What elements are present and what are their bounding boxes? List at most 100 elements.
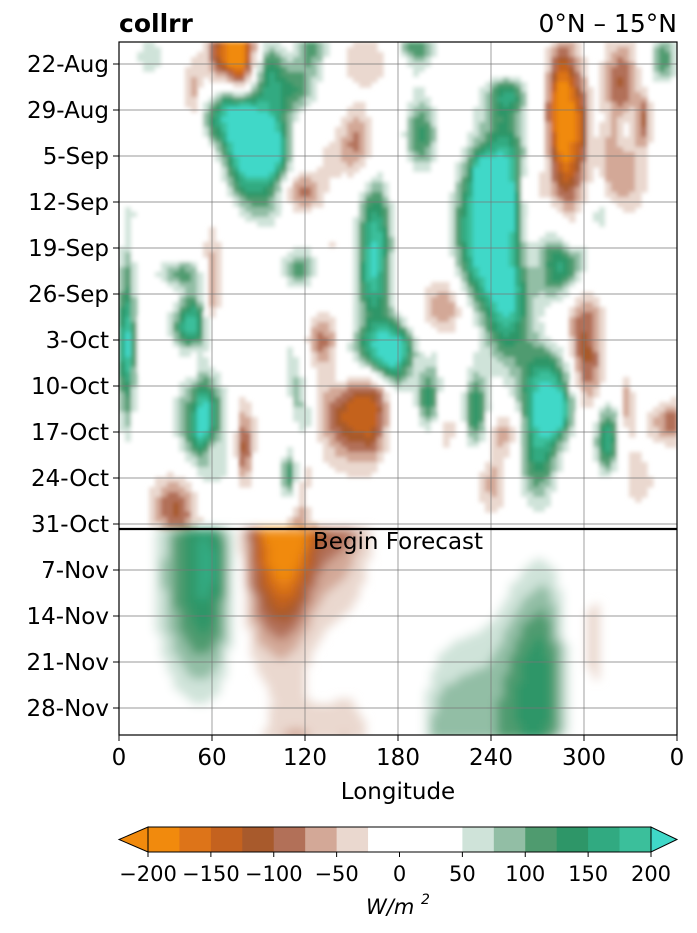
anomaly-cell bbox=[419, 152, 426, 158]
anomaly-cell bbox=[641, 467, 648, 473]
anomaly-cell bbox=[389, 382, 396, 388]
anomaly-cell bbox=[497, 162, 504, 168]
anomaly-cell bbox=[365, 442, 372, 448]
anomaly-cell bbox=[251, 432, 258, 438]
anomaly-cell bbox=[407, 92, 414, 98]
anomaly-cell bbox=[611, 77, 618, 83]
anomaly-cell bbox=[515, 207, 522, 213]
anomaly-cell bbox=[671, 427, 677, 433]
anomaly-cell bbox=[515, 172, 522, 178]
anomaly-cell bbox=[119, 257, 126, 263]
anomaly-cell bbox=[293, 332, 300, 338]
anomaly-cell bbox=[419, 412, 426, 418]
anomaly-cell bbox=[413, 332, 420, 338]
anomaly-cell bbox=[503, 422, 510, 428]
anomaly-cell bbox=[365, 472, 372, 478]
anomaly-cell bbox=[671, 417, 677, 423]
anomaly-cell bbox=[521, 392, 528, 398]
anomaly-cell bbox=[419, 82, 426, 88]
anomaly-cell bbox=[509, 162, 516, 168]
anomaly-cell bbox=[227, 462, 234, 468]
anomaly-cell bbox=[257, 167, 264, 173]
anomaly-cell bbox=[671, 72, 677, 78]
anomaly-cell bbox=[491, 382, 498, 388]
anomaly-cell bbox=[305, 407, 312, 413]
anomaly-cell bbox=[593, 472, 600, 478]
anomaly-cell bbox=[347, 412, 354, 418]
anomaly-cell bbox=[593, 152, 600, 158]
anomaly-cell bbox=[353, 467, 360, 473]
anomaly-cell bbox=[389, 477, 396, 483]
anomaly-cell bbox=[359, 407, 366, 413]
anomaly-cell bbox=[191, 92, 198, 98]
anomaly-cell bbox=[365, 432, 372, 438]
anomaly-cell bbox=[539, 192, 546, 198]
anomaly-cell bbox=[629, 417, 636, 423]
anomaly-cell bbox=[377, 277, 384, 283]
anomaly-cell bbox=[161, 72, 168, 78]
anomaly-cell bbox=[479, 192, 486, 198]
anomaly-cell bbox=[131, 392, 138, 398]
anomaly-cell bbox=[425, 377, 432, 383]
anomaly-cell bbox=[623, 72, 630, 78]
anomaly-cell bbox=[227, 472, 234, 478]
anomaly-cell bbox=[305, 287, 312, 293]
anomaly-cell bbox=[281, 167, 288, 173]
anomaly-cell bbox=[521, 247, 528, 253]
anomaly-cell bbox=[503, 297, 510, 303]
anomaly-cell bbox=[617, 192, 624, 198]
anomaly-cell bbox=[611, 477, 618, 483]
anomaly-cell bbox=[557, 127, 564, 133]
anomaly-cell bbox=[179, 487, 186, 493]
anomaly-cell bbox=[377, 407, 384, 413]
anomaly-cell bbox=[353, 317, 360, 323]
anomaly-cell bbox=[353, 192, 360, 198]
anomaly-cell bbox=[671, 77, 677, 83]
anomaly-cell bbox=[593, 412, 600, 418]
anomaly-cell bbox=[233, 102, 240, 108]
anomaly-cell bbox=[371, 442, 378, 448]
anomaly-cell bbox=[401, 332, 408, 338]
anomaly-cell bbox=[191, 392, 198, 398]
anomaly-cell bbox=[191, 272, 198, 278]
anomaly-cell bbox=[221, 417, 228, 423]
anomaly-cell bbox=[149, 277, 156, 283]
anomaly-cell bbox=[557, 87, 564, 93]
anomaly-cell bbox=[491, 142, 498, 148]
anomaly-cell bbox=[617, 202, 624, 208]
anomaly-cell bbox=[521, 187, 528, 193]
anomaly-cell bbox=[461, 367, 468, 373]
anomaly-cell bbox=[545, 177, 552, 183]
anomaly-cell bbox=[569, 327, 576, 333]
anomaly-cell bbox=[527, 457, 534, 463]
anomaly-cell bbox=[479, 97, 486, 103]
anomaly-cell bbox=[203, 397, 210, 403]
anomaly-cell bbox=[365, 227, 372, 233]
anomaly-cell bbox=[305, 417, 312, 423]
anomaly-cell bbox=[125, 367, 132, 373]
anomaly-cell bbox=[203, 367, 210, 373]
anomaly-cell bbox=[611, 192, 618, 198]
anomaly-cell bbox=[191, 492, 198, 498]
anomaly-cell bbox=[383, 347, 390, 353]
anomaly-cell bbox=[401, 147, 408, 153]
anomaly-cell bbox=[479, 152, 486, 158]
anomaly-cell bbox=[419, 42, 426, 48]
anomaly-cell bbox=[527, 82, 534, 88]
anomaly-cell bbox=[155, 47, 162, 53]
anomaly-cell bbox=[383, 272, 390, 278]
anomaly-cell bbox=[491, 347, 498, 353]
anomaly-cell bbox=[635, 102, 642, 108]
anomaly-cell bbox=[539, 502, 546, 508]
anomaly-cell bbox=[203, 67, 210, 73]
anomaly-cell bbox=[473, 297, 480, 303]
anomaly-cell bbox=[251, 177, 258, 183]
anomaly-cell bbox=[569, 197, 576, 203]
anomaly-cell bbox=[455, 252, 462, 258]
anomaly-cell bbox=[491, 92, 498, 98]
anomaly-cell bbox=[149, 502, 156, 508]
anomaly-cell bbox=[119, 282, 126, 288]
anomaly-cell bbox=[227, 52, 234, 58]
anomaly-cell bbox=[647, 67, 654, 73]
anomaly-cell bbox=[653, 437, 660, 443]
